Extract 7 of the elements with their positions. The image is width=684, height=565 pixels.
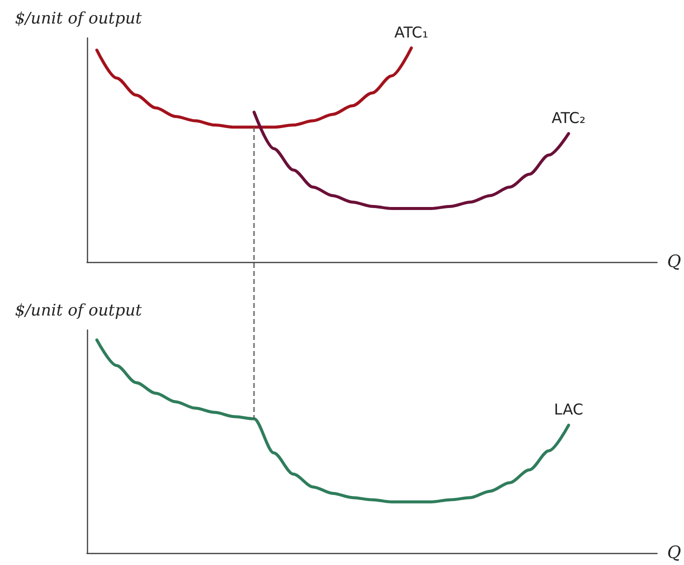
x-axis-title: Q [667, 252, 682, 272]
y-axis-title: $/unit of output [15, 300, 142, 320]
series-label: ATC₁ [394, 24, 428, 42]
series-label: LAC [554, 400, 584, 419]
x-axis-title: Q [667, 543, 682, 563]
series-label: ATC₂ [552, 109, 586, 128]
y-axis-title: $/unit of output [15, 8, 142, 28]
